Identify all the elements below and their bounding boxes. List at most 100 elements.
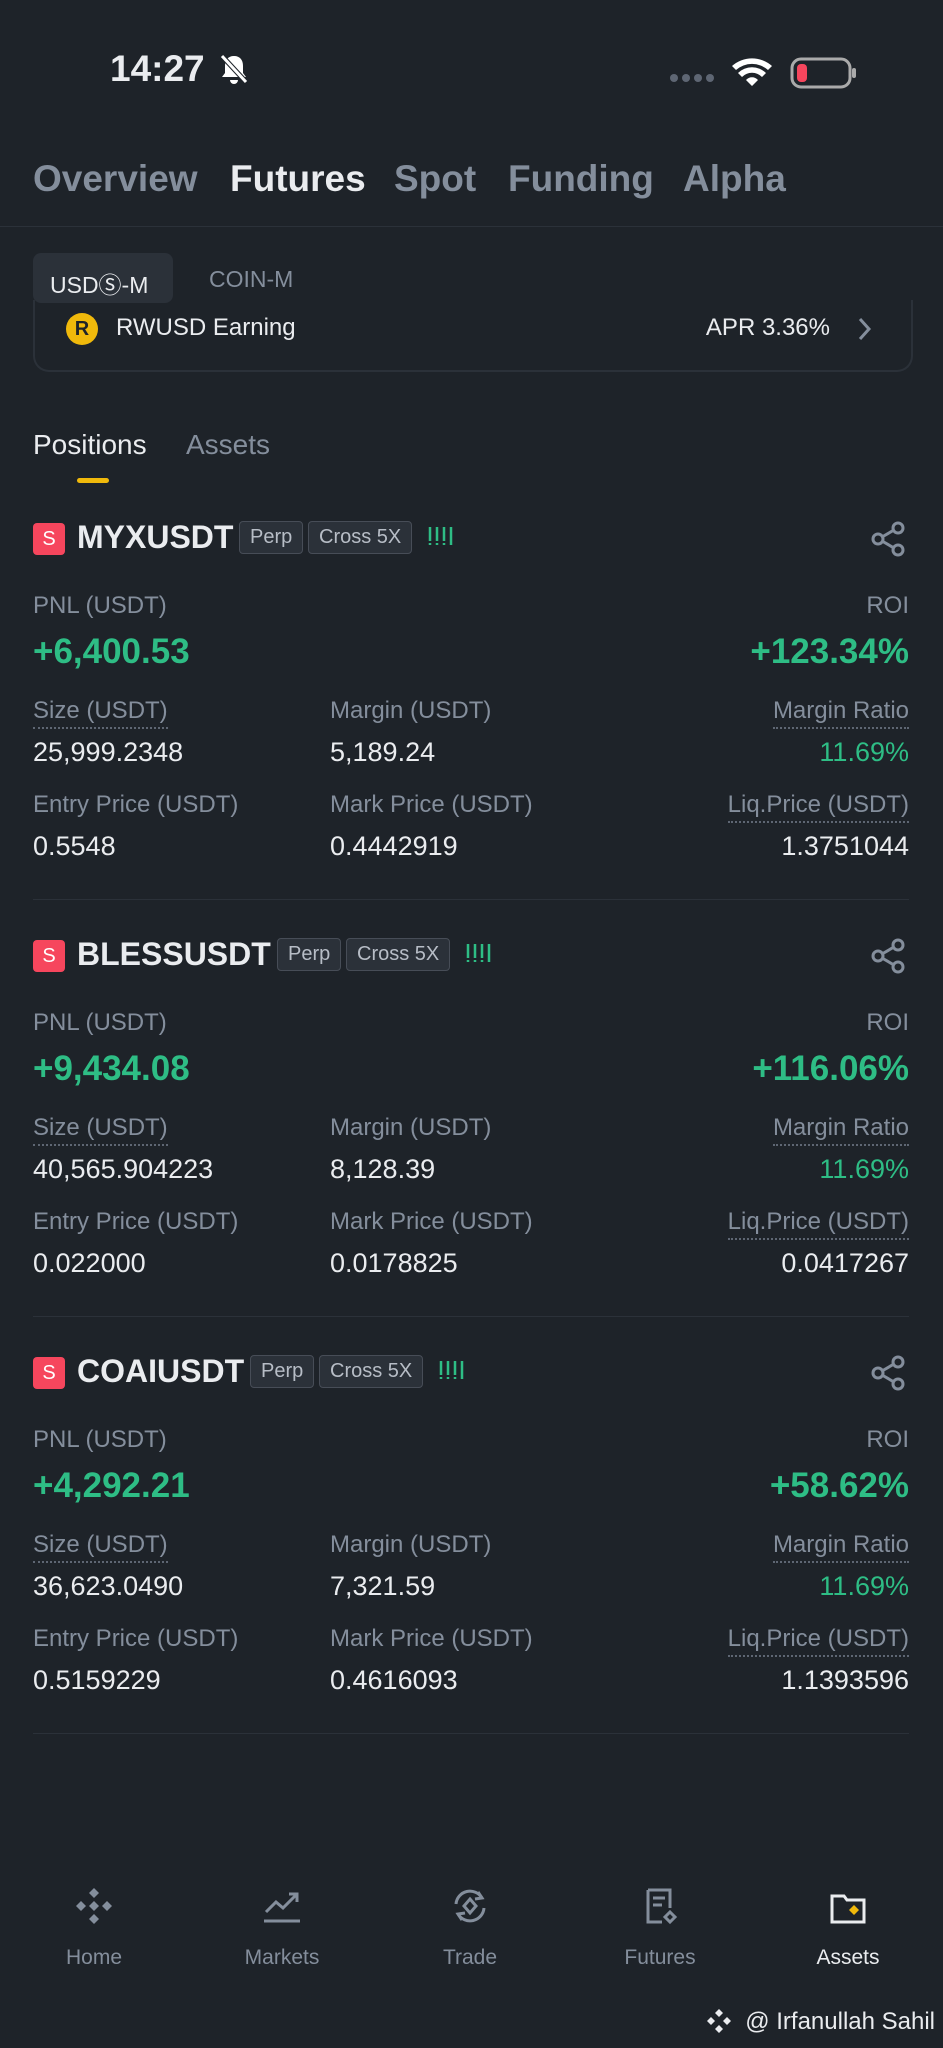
field-label: Margin Ratio (772, 1531, 909, 1563)
roi-value: +123.34% (750, 632, 909, 671)
roi-label: ROI (866, 592, 909, 619)
divider (0, 226, 943, 227)
field-value: 36,623.0490 (33, 1571, 184, 1601)
field-label: Mark Price (USDT) (330, 1208, 533, 1235)
nav-label[interactable]: Markets (244, 1946, 320, 1969)
banner-apr: APR 3.36% (705, 314, 830, 341)
nav-label[interactable]: Assets (816, 1946, 880, 1969)
field-label: Margin Ratio (772, 1114, 909, 1146)
field-label: Margin (USDT) (330, 1531, 492, 1558)
banner-title: RWUSD Earning (116, 314, 296, 341)
signal-bars (466, 944, 491, 962)
field-value: 0.5548 (33, 831, 116, 861)
tab-indicator (77, 478, 109, 483)
share-icon (871, 521, 905, 557)
signal-bars (428, 527, 453, 545)
roi-label: ROI (866, 1426, 909, 1453)
field-value: 0.4442919 (330, 831, 458, 861)
top-tab[interactable]: Alpha (683, 158, 786, 199)
field-value: 1.3751044 (781, 831, 909, 861)
status-icons (670, 57, 856, 89)
field-label: Entry Price (USDT) (33, 1625, 239, 1652)
top-tab[interactable]: Spot (394, 158, 477, 199)
nav-label[interactable]: Trade (442, 1946, 498, 1969)
field-label: Size (USDT) (33, 697, 168, 729)
position-divider (33, 899, 909, 900)
field-label: Liq.Price (USDT) (727, 1208, 909, 1240)
field-label: Margin (USDT) (330, 1114, 492, 1141)
field-label: Liq.Price (USDT) (727, 1625, 909, 1657)
tag: Cross 5X (308, 521, 413, 554)
field-label: Entry Price (USDT) (33, 1208, 239, 1235)
field-value: 11.69% (819, 1154, 909, 1184)
field-value: 8,128.39 (330, 1154, 436, 1184)
field-value: 11.69% (819, 1571, 909, 1601)
nav-icon (76, 1888, 112, 1924)
symbol: BLESSUSDT (77, 936, 271, 972)
field-label: Liq.Price (USDT) (727, 791, 909, 823)
symbol: COAIUSDT (77, 1353, 245, 1389)
tag: Perp (277, 938, 342, 971)
field-label: Size (USDT) (33, 1531, 168, 1563)
watermark: @ Irfanullah Sahil (745, 2008, 935, 2035)
field-label: Margin (USDT) (330, 697, 492, 724)
pnl-value: +6,400.53 (33, 632, 190, 671)
roi-value: +58.62% (769, 1466, 909, 1505)
field-label: Margin Ratio (772, 697, 909, 729)
banner-icon: R (66, 313, 98, 345)
top-tab[interactable]: Futures (230, 158, 366, 199)
tag: Cross 5X (319, 1355, 424, 1388)
sub-tab[interactable]: USDⓈ-M (50, 272, 149, 298)
tag: Perp (250, 1355, 315, 1388)
sub-tab-active-bg (33, 253, 173, 303)
nav-label[interactable]: Home (65, 1946, 123, 1969)
pnl-value: +4,292.21 (33, 1466, 190, 1505)
nav-label[interactable]: Futures (624, 1946, 696, 1969)
side-badge: S (33, 523, 65, 555)
pnl-value: +9,434.08 (33, 1049, 190, 1088)
watermark-logo (707, 2009, 731, 2033)
field-label: Size (USDT) (33, 1114, 168, 1146)
roi-value: +116.06% (752, 1049, 909, 1088)
field-value: 25,999.2348 (33, 737, 184, 767)
symbol: MYXUSDT (77, 519, 234, 555)
field-value: 1.1393596 (781, 1665, 909, 1695)
chevron (858, 317, 872, 341)
field-value: 40,565.904223 (33, 1154, 214, 1184)
field-value: 11.69% (819, 737, 909, 767)
pnl-label: PNL (USDT) (33, 592, 167, 619)
sub-tab[interactable]: COIN-M (209, 266, 294, 292)
share-icon (871, 938, 905, 974)
field-value: 7,321.59 (330, 1571, 436, 1601)
position-divider (33, 1733, 909, 1734)
field-value: 0.4616093 (330, 1665, 458, 1695)
top-tab[interactable]: Overview (33, 158, 198, 199)
nav-icon (646, 1888, 678, 1925)
field-label: Mark Price (USDT) (330, 1625, 533, 1652)
roi-label: ROI (866, 1009, 909, 1036)
side-badge: S (33, 940, 65, 972)
field-label: Mark Price (USDT) (330, 791, 533, 818)
share-icon (871, 1355, 905, 1391)
status-time: 14:27 (110, 48, 205, 89)
section-tab[interactable]: Assets (186, 429, 271, 460)
nav-icon (264, 1892, 300, 1923)
field-value: 0.0178825 (330, 1248, 458, 1278)
field-value: 0.022000 (33, 1248, 146, 1278)
signal-bars (439, 1361, 464, 1379)
top-tab[interactable]: Funding (508, 158, 654, 199)
field-value: 0.5159229 (33, 1665, 161, 1695)
tag: Perp (239, 521, 304, 554)
field-value: 5,189.24 (330, 737, 436, 767)
pnl-label: PNL (USDT) (33, 1426, 167, 1453)
position-divider (33, 1316, 909, 1317)
section-tab[interactable]: Positions (33, 429, 147, 460)
pnl-label: PNL (USDT) (33, 1009, 167, 1036)
nav-icon (454, 1889, 486, 1923)
field-label: Entry Price (USDT) (33, 791, 239, 818)
banner-card[interactable] (33, 300, 913, 372)
side-badge: S (33, 1357, 65, 1389)
field-value: 0.0417267 (781, 1248, 909, 1278)
mute-icon (220, 54, 248, 84)
